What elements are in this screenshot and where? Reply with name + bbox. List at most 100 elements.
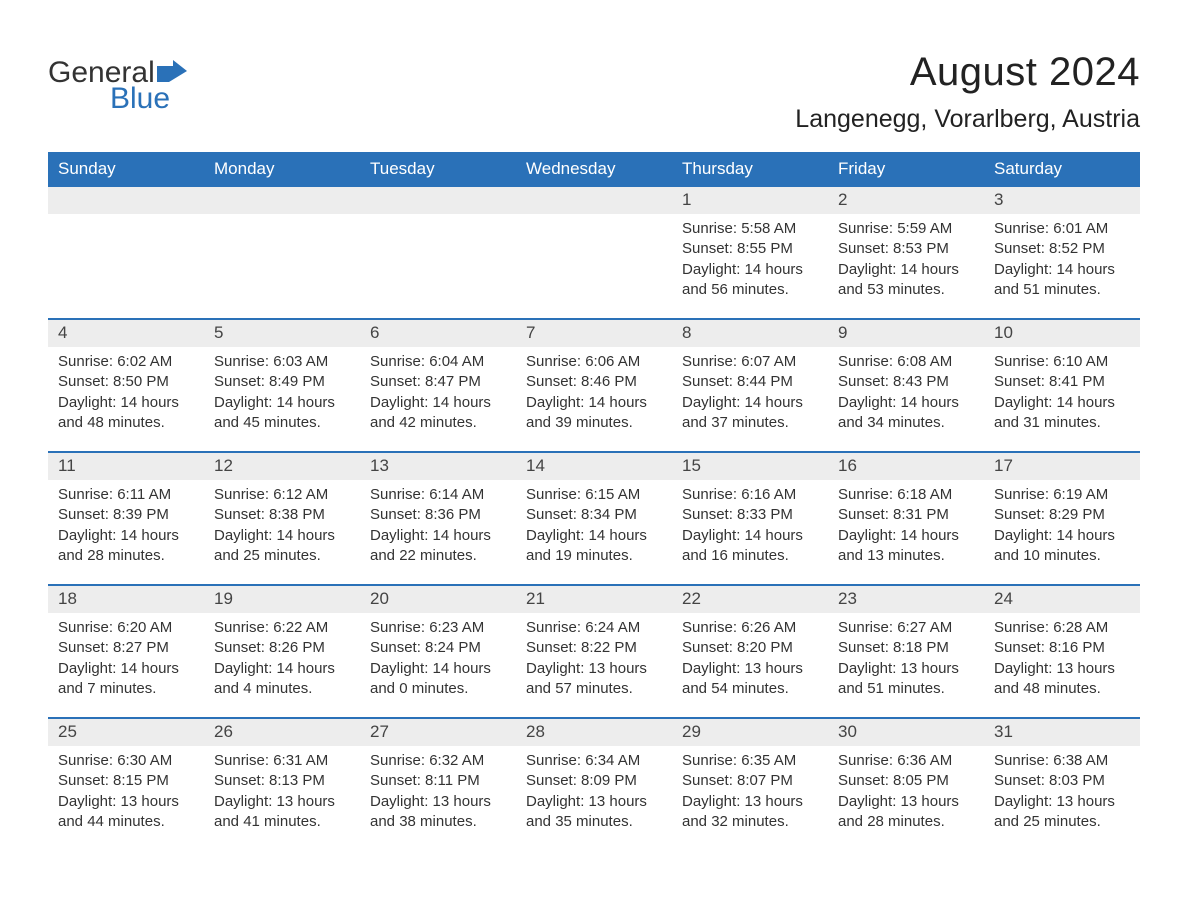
sunset-label: Sunset: 8:53 PM [838, 239, 974, 259]
sunset-label: Sunset: 8:18 PM [838, 638, 974, 658]
sunrise-label: Sunrise: 5:59 AM [838, 219, 974, 239]
day-number: 30 [828, 719, 984, 746]
calendar-week: 45678910Sunrise: 6:02 AMSunset: 8:50 PMD… [48, 318, 1140, 451]
sunrise-label: Sunrise: 6:30 AM [58, 751, 194, 771]
dl2-label: and 28 minutes. [838, 812, 974, 832]
dl1-label: Daylight: 14 hours [370, 393, 506, 413]
day-number [360, 187, 516, 214]
dl2-label: and 28 minutes. [58, 546, 194, 566]
location-label: Langenegg, Vorarlberg, Austria [795, 105, 1140, 134]
day-cell: Sunrise: 6:31 AMSunset: 8:13 PMDaylight:… [204, 746, 360, 840]
day-number [48, 187, 204, 214]
sunset-label: Sunset: 8:22 PM [526, 638, 662, 658]
sunset-label: Sunset: 8:11 PM [370, 771, 506, 791]
daynum-row: 123 [48, 187, 1140, 214]
weekday-header: Monday [204, 152, 360, 187]
dl2-label: and 57 minutes. [526, 679, 662, 699]
dl2-label: and 19 minutes. [526, 546, 662, 566]
sunrise-label: Sunrise: 6:01 AM [994, 219, 1130, 239]
sunrise-label: Sunrise: 6:12 AM [214, 485, 350, 505]
sunrise-label: Sunrise: 6:10 AM [994, 352, 1130, 372]
sunset-label: Sunset: 8:15 PM [58, 771, 194, 791]
day-cell: Sunrise: 6:10 AMSunset: 8:41 PMDaylight:… [984, 347, 1140, 441]
sunset-label: Sunset: 8:34 PM [526, 505, 662, 525]
dl1-label: Daylight: 14 hours [838, 526, 974, 546]
dl2-label: and 31 minutes. [994, 413, 1130, 433]
sunset-label: Sunset: 8:31 PM [838, 505, 974, 525]
sunrise-label: Sunrise: 6:03 AM [214, 352, 350, 372]
sunrise-label: Sunrise: 6:18 AM [838, 485, 974, 505]
dl1-label: Daylight: 14 hours [214, 393, 350, 413]
sunrise-label: Sunrise: 6:14 AM [370, 485, 506, 505]
day-cell: Sunrise: 6:38 AMSunset: 8:03 PMDaylight:… [984, 746, 1140, 840]
logo: General Blue [48, 58, 187, 114]
day-cell: Sunrise: 6:01 AMSunset: 8:52 PMDaylight:… [984, 214, 1140, 308]
day-number: 13 [360, 453, 516, 480]
dl2-label: and 41 minutes. [214, 812, 350, 832]
dl1-label: Daylight: 14 hours [838, 393, 974, 413]
day-cell [360, 214, 516, 308]
day-cell: Sunrise: 6:23 AMSunset: 8:24 PMDaylight:… [360, 613, 516, 707]
dl1-label: Daylight: 14 hours [58, 526, 194, 546]
dl1-label: Daylight: 14 hours [58, 659, 194, 679]
dl2-label: and 0 minutes. [370, 679, 506, 699]
weekday-header: Saturday [984, 152, 1140, 187]
day-number: 8 [672, 320, 828, 347]
sunset-label: Sunset: 8:38 PM [214, 505, 350, 525]
calendar-week: 25262728293031Sunrise: 6:30 AMSunset: 8:… [48, 717, 1140, 850]
day-number: 26 [204, 719, 360, 746]
day-number: 21 [516, 586, 672, 613]
day-cell: Sunrise: 6:35 AMSunset: 8:07 PMDaylight:… [672, 746, 828, 840]
day-number: 15 [672, 453, 828, 480]
sunset-label: Sunset: 8:13 PM [214, 771, 350, 791]
day-number: 9 [828, 320, 984, 347]
sunrise-label: Sunrise: 6:27 AM [838, 618, 974, 638]
day-cell: Sunrise: 6:16 AMSunset: 8:33 PMDaylight:… [672, 480, 828, 574]
dl1-label: Daylight: 13 hours [58, 792, 194, 812]
day-cell: Sunrise: 6:07 AMSunset: 8:44 PMDaylight:… [672, 347, 828, 441]
sunset-label: Sunset: 8:05 PM [838, 771, 974, 791]
day-cell: Sunrise: 6:12 AMSunset: 8:38 PMDaylight:… [204, 480, 360, 574]
sunset-label: Sunset: 8:39 PM [58, 505, 194, 525]
day-cell: Sunrise: 6:18 AMSunset: 8:31 PMDaylight:… [828, 480, 984, 574]
sunset-label: Sunset: 8:44 PM [682, 372, 818, 392]
sunset-label: Sunset: 8:41 PM [994, 372, 1130, 392]
dl1-label: Daylight: 13 hours [526, 659, 662, 679]
dl1-label: Daylight: 13 hours [994, 792, 1130, 812]
dl2-label: and 37 minutes. [682, 413, 818, 433]
sunset-label: Sunset: 8:52 PM [994, 239, 1130, 259]
sunrise-label: Sunrise: 6:35 AM [682, 751, 818, 771]
sunset-label: Sunset: 8:43 PM [838, 372, 974, 392]
sunrise-label: Sunrise: 6:36 AM [838, 751, 974, 771]
sunrise-label: Sunrise: 6:19 AM [994, 485, 1130, 505]
content-row: Sunrise: 6:02 AMSunset: 8:50 PMDaylight:… [48, 347, 1140, 451]
dl2-label: and 35 minutes. [526, 812, 662, 832]
dl2-label: and 16 minutes. [682, 546, 818, 566]
daynum-row: 45678910 [48, 320, 1140, 347]
day-cell: Sunrise: 6:34 AMSunset: 8:09 PMDaylight:… [516, 746, 672, 840]
day-number: 27 [360, 719, 516, 746]
dl2-label: and 10 minutes. [994, 546, 1130, 566]
sunrise-label: Sunrise: 6:38 AM [994, 751, 1130, 771]
day-number: 14 [516, 453, 672, 480]
dl1-label: Daylight: 13 hours [838, 792, 974, 812]
day-cell: Sunrise: 5:59 AMSunset: 8:53 PMDaylight:… [828, 214, 984, 308]
day-cell [48, 214, 204, 308]
logo-text-blue: Blue [110, 84, 187, 114]
day-number: 22 [672, 586, 828, 613]
sunset-label: Sunset: 8:03 PM [994, 771, 1130, 791]
day-cell: Sunrise: 6:32 AMSunset: 8:11 PMDaylight:… [360, 746, 516, 840]
dl1-label: Daylight: 13 hours [682, 659, 818, 679]
sunset-label: Sunset: 8:20 PM [682, 638, 818, 658]
dl2-label: and 54 minutes. [682, 679, 818, 699]
day-number: 17 [984, 453, 1140, 480]
dl1-label: Daylight: 14 hours [526, 526, 662, 546]
day-number: 2 [828, 187, 984, 214]
day-number [516, 187, 672, 214]
day-cell: Sunrise: 6:06 AMSunset: 8:46 PMDaylight:… [516, 347, 672, 441]
dl2-label: and 32 minutes. [682, 812, 818, 832]
dl2-label: and 4 minutes. [214, 679, 350, 699]
sunset-label: Sunset: 8:16 PM [994, 638, 1130, 658]
day-number: 23 [828, 586, 984, 613]
header: General Blue August 2024 Langenegg, Vora… [48, 50, 1140, 134]
